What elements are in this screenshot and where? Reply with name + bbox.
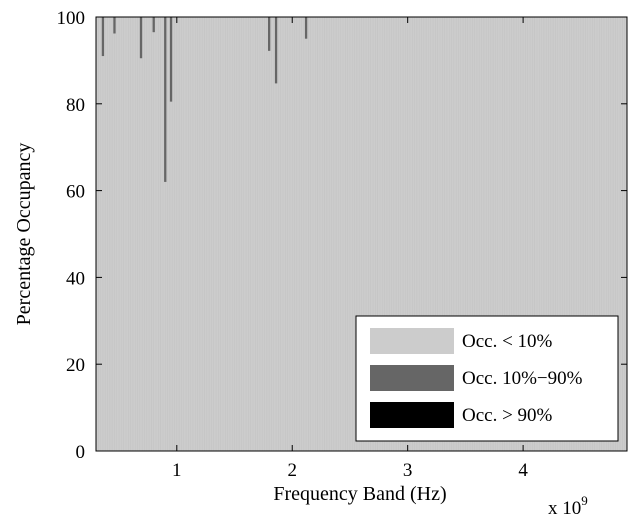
legend-label-mid: Occ. 10%−90% [462,368,583,389]
x-axis-label: Frequency Band (Hz) [273,483,446,505]
x-axis-exponent: x 109 [548,493,588,519]
legend-entry-high: Occ. > 90% [370,402,553,428]
legend-swatch-low [370,328,454,354]
bar-10-90 [113,17,116,34]
legend: Occ. < 10% Occ. 10%−90% Occ. > 90% [355,315,619,442]
y-tick-label: 100 [57,8,86,29]
y-axis-label: Percentage Occupancy [13,143,35,326]
y-tick-label: 20 [66,355,85,376]
x-axis-exponent-power: 9 [581,493,588,508]
bar-10-90 [274,17,278,84]
legend-entry-low: Occ. < 10% [370,328,553,354]
bar-10-90 [139,17,143,59]
plot-frame [95,16,628,452]
x-axis: 1 2 3 4 [172,17,528,481]
x-tick-label: 2 [287,460,297,481]
bar-10-90 [169,17,173,102]
y-tick-label: 60 [66,182,85,203]
legend-swatch-high [370,402,454,428]
y-tick-label: 0 [76,442,86,463]
bar-10-90 [164,17,167,182]
x-axis-exponent-base: x 10 [548,498,581,519]
legend-label-low: Occ. < 10% [462,331,553,352]
x-tick-label: 1 [172,460,182,481]
legend-entry-mid: Occ. 10%−90% [370,365,583,391]
x-tick-label: 3 [403,460,413,481]
bar-10-90 [152,17,155,33]
legend-label-high: Occ. > 90% [462,405,553,426]
y-axis: 0 20 40 60 80 100 [57,8,627,463]
bar-10-90 [304,17,308,39]
y-tick-label: 40 [66,268,85,289]
bar-10-90 [101,17,105,57]
y-tick-label: 80 [66,95,85,116]
x-tick-label: 4 [518,460,528,481]
bar-10-90 [267,17,271,51]
occupancy-bars [101,17,308,182]
legend-swatch-mid [370,365,454,391]
